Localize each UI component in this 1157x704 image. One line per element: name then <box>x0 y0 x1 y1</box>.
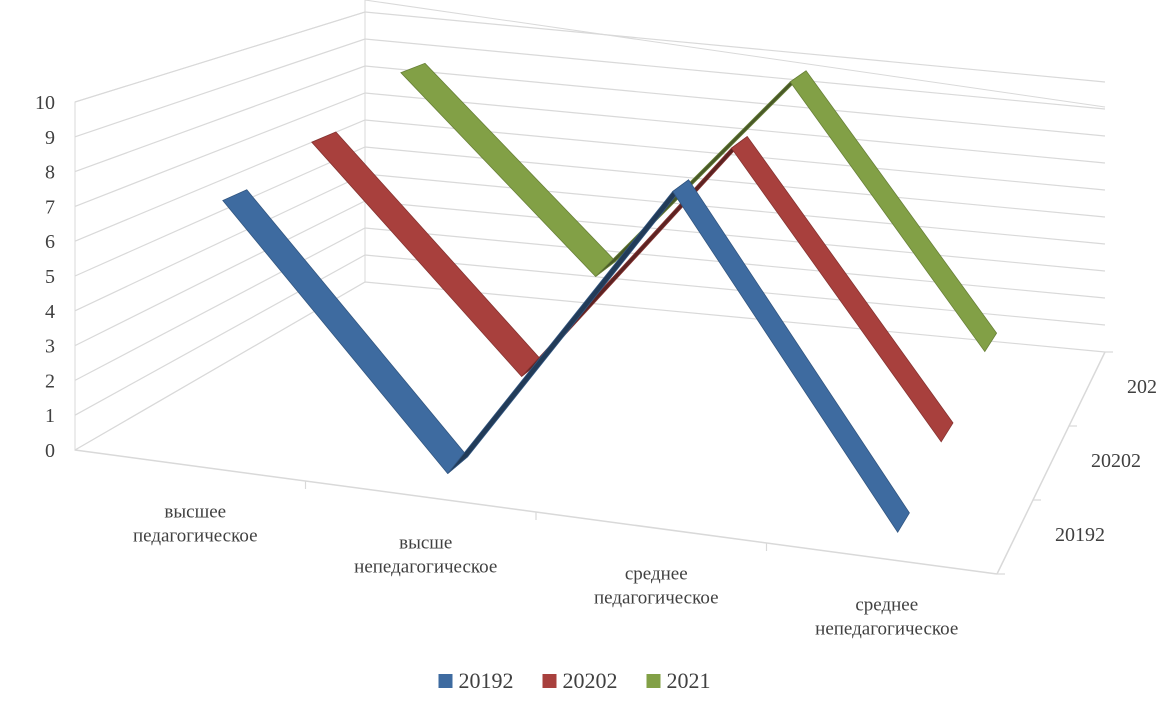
legend-swatch <box>646 674 661 688</box>
depth-tick-label: 20202 <box>1091 450 1141 472</box>
x-tick-label: высшее педагогическое <box>133 502 258 547</box>
y-tick-label: 1 <box>45 405 55 427</box>
y-tick-label: 5 <box>45 266 55 288</box>
legend-swatch <box>542 674 557 688</box>
depth-tick-label: 20192 <box>1055 524 1105 546</box>
series-segment <box>595 70 807 277</box>
y-tick-label: 3 <box>45 336 55 358</box>
depth-axis-line <box>996 351 1106 575</box>
gridlines <box>74 0 1106 451</box>
side-wall <box>74 11 366 451</box>
legend-label: 20202 <box>563 668 618 693</box>
gridline <box>74 65 1106 173</box>
series-layer <box>222 62 998 534</box>
series-segment <box>730 135 954 443</box>
series-ribbon-20192 <box>222 179 910 534</box>
y-tick-label: 10 <box>35 92 55 114</box>
gridline <box>74 92 1106 207</box>
tick-labels: 0 1 2 3 4 5 6 7 8 9 10 высшее педагогическое высше неп… <box>35 92 1157 640</box>
legend-item: 20192 <box>438 668 514 693</box>
x-tick-label: высше непедагогическое <box>354 533 497 578</box>
y-tick-label: 0 <box>45 440 55 462</box>
chart-walls <box>74 11 366 451</box>
axes <box>74 351 1113 575</box>
series-segment <box>672 179 910 534</box>
legend-label: 20192 <box>459 668 514 693</box>
y-tick-label: 8 <box>45 162 55 184</box>
legend-swatch <box>438 674 453 688</box>
legend-label: 2021 <box>667 668 711 693</box>
x-tick-label: среднее непедагогическое <box>815 595 958 640</box>
y-tick-label: 2 <box>45 370 55 392</box>
depth-tick-label: 2021 <box>1127 376 1157 398</box>
back-wall-top <box>364 0 1106 108</box>
y-tick-label: 6 <box>45 231 55 253</box>
y-tick-label: 9 <box>45 127 55 149</box>
gridline <box>74 11 1106 103</box>
legend-item: 2021 <box>646 668 711 693</box>
series-segment <box>789 70 998 353</box>
series-segment <box>222 189 469 475</box>
y-tick-label: 7 <box>45 196 55 218</box>
legend: 20192 20202 2021 <box>438 668 711 693</box>
y-tick-label: 4 <box>45 301 55 323</box>
x-tick-label: среднее педагогическое <box>594 564 719 609</box>
gridline <box>74 119 1106 242</box>
legend-item: 20202 <box>542 668 618 693</box>
